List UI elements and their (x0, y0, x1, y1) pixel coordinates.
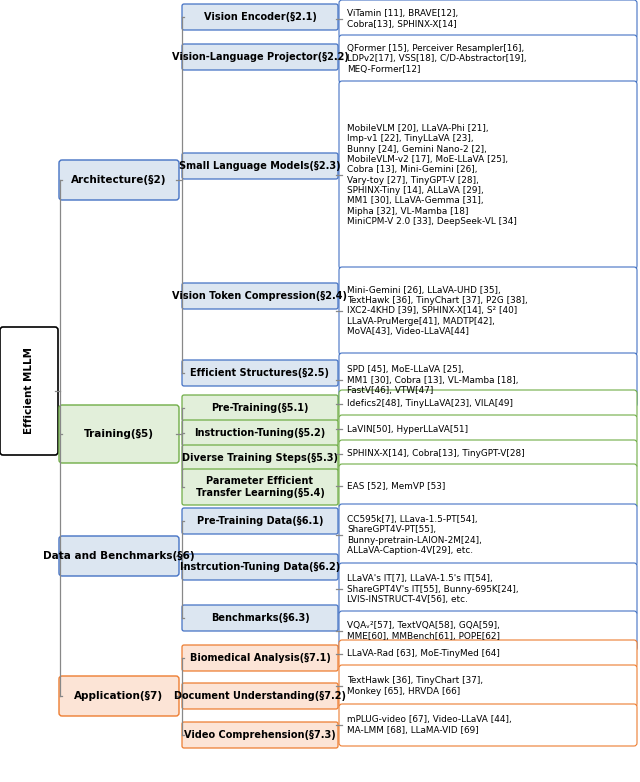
FancyBboxPatch shape (182, 4, 338, 30)
FancyBboxPatch shape (182, 283, 338, 309)
Text: Parameter Efficient
Transfer Learning(§5.4): Parameter Efficient Transfer Learning(§5… (196, 476, 324, 498)
FancyBboxPatch shape (339, 440, 637, 468)
Text: Application(§7): Application(§7) (74, 691, 164, 701)
Text: ViTamin [11], BRAVE[12],
Cobra[13], SPHINX-X[14]: ViTamin [11], BRAVE[12], Cobra[13], SPHI… (347, 9, 458, 29)
Text: Vision Token Compression(§2.4): Vision Token Compression(§2.4) (173, 291, 348, 301)
Text: Efficient Structures(§2.5): Efficient Structures(§2.5) (191, 368, 330, 378)
Text: Mini-Gemini [26], LLaVA-UHD [35],
TextHawk [36], TinyChart [37], P2G [38],
IXC2-: Mini-Gemini [26], LLaVA-UHD [35], TextHa… (347, 285, 528, 336)
Text: EAS [52], MemVP [53]: EAS [52], MemVP [53] (347, 482, 445, 490)
Text: Pre-Training Data(§6.1): Pre-Training Data(§6.1) (196, 516, 323, 526)
FancyBboxPatch shape (339, 640, 637, 668)
Text: MobileVLM [20], LLaVA-Phi [21],
Imp-v1 [22], TinyLLaVA [23],
Bunny [24], Gemini : MobileVLM [20], LLaVA-Phi [21], Imp-v1 [… (347, 124, 517, 226)
FancyBboxPatch shape (182, 445, 338, 471)
Text: LLaVA-Rad [63], MoE-TinyMed [64]: LLaVA-Rad [63], MoE-TinyMed [64] (347, 650, 500, 658)
FancyBboxPatch shape (339, 353, 637, 407)
FancyBboxPatch shape (59, 676, 179, 716)
FancyBboxPatch shape (182, 605, 338, 631)
FancyBboxPatch shape (182, 554, 338, 580)
Text: Instruction-Tuning(§5.2): Instruction-Tuning(§5.2) (195, 428, 326, 438)
Text: Diverse Training Steps(§5.3): Diverse Training Steps(§5.3) (182, 453, 338, 463)
FancyBboxPatch shape (339, 704, 637, 746)
FancyBboxPatch shape (339, 390, 637, 418)
Text: Pre-Training(§5.1): Pre-Training(§5.1) (211, 403, 308, 413)
FancyBboxPatch shape (339, 464, 637, 508)
FancyBboxPatch shape (339, 0, 637, 38)
Text: TextHawk [36], TinyChart [37],
Monkey [65], HRVDA [66]: TextHawk [36], TinyChart [37], Monkey [6… (347, 676, 483, 696)
Text: LLaVA's IT[7], LLaVA-1.5's IT[54],
ShareGPT4V's IT[55], Bunny-695K[24],
LVIS-INS: LLaVA's IT[7], LLaVA-1.5's IT[54], Share… (347, 574, 518, 604)
Text: Document Understanding(§7.2): Document Understanding(§7.2) (174, 691, 346, 701)
FancyBboxPatch shape (182, 44, 338, 70)
Text: Video Comprehension(§7.3): Video Comprehension(§7.3) (184, 730, 336, 740)
Text: Instrcution-Tuning Data(§6.2): Instrcution-Tuning Data(§6.2) (180, 562, 340, 572)
FancyBboxPatch shape (339, 267, 637, 355)
FancyBboxPatch shape (182, 469, 338, 505)
FancyBboxPatch shape (182, 395, 338, 421)
FancyBboxPatch shape (59, 536, 179, 576)
Text: mPLUG-video [67], Video-LLaVA [44],
MA-LMM [68], LLaMA-VID [69]: mPLUG-video [67], Video-LLaVA [44], MA-L… (347, 716, 512, 735)
Text: SPD [45], MoE-LLaVA [25],
MM1 [30], Cobra [13], VL-Mamba [18],
FastV[46], VTW[47: SPD [45], MoE-LLaVA [25], MM1 [30], Cobr… (347, 365, 518, 395)
Text: SPHINX-X[14], Cobra[13], TinyGPT-V[28]: SPHINX-X[14], Cobra[13], TinyGPT-V[28] (347, 450, 525, 458)
Text: Benchmarks(§6.3): Benchmarks(§6.3) (211, 613, 309, 623)
Text: Vision Encoder(§2.1): Vision Encoder(§2.1) (204, 12, 316, 22)
FancyBboxPatch shape (182, 153, 338, 179)
FancyBboxPatch shape (59, 160, 179, 200)
FancyBboxPatch shape (182, 645, 338, 671)
FancyBboxPatch shape (339, 415, 637, 443)
FancyBboxPatch shape (182, 360, 338, 386)
FancyBboxPatch shape (0, 327, 58, 455)
FancyBboxPatch shape (182, 420, 338, 446)
Text: Data and Benchmarks(§6): Data and Benchmarks(§6) (43, 551, 195, 561)
FancyBboxPatch shape (339, 611, 637, 651)
Text: CC595k[7], LLava-1.5-PT[54],
ShareGPT4V-PT[55],
Bunny-pretrain-LAION-2M[24],
ALL: CC595k[7], LLava-1.5-PT[54], ShareGPT4V-… (347, 515, 482, 555)
Text: Small Language Models(§2.3): Small Language Models(§2.3) (179, 161, 341, 171)
FancyBboxPatch shape (339, 504, 637, 566)
FancyBboxPatch shape (182, 683, 338, 709)
Text: Vision-Language Projector(§2.2): Vision-Language Projector(§2.2) (172, 52, 348, 62)
FancyBboxPatch shape (339, 563, 637, 615)
Text: Training(§5): Training(§5) (84, 429, 154, 439)
FancyBboxPatch shape (59, 405, 179, 463)
Text: Architecture(§2): Architecture(§2) (71, 175, 167, 185)
FancyBboxPatch shape (339, 665, 637, 707)
FancyBboxPatch shape (182, 508, 338, 534)
FancyBboxPatch shape (339, 35, 637, 83)
FancyBboxPatch shape (339, 81, 637, 269)
Text: Idefics2[48], TinyLLaVA[23], VILA[49]: Idefics2[48], TinyLLaVA[23], VILA[49] (347, 400, 513, 408)
Text: QFormer [15], Perceiver Resampler[16],
LDPv2[17], VSS[18], C/D-Abstractor[19],
M: QFormer [15], Perceiver Resampler[16], L… (347, 44, 527, 74)
Text: LaVIN[50], HyperLLaVA[51]: LaVIN[50], HyperLLaVA[51] (347, 425, 468, 433)
Text: Biomedical Analysis(§7.1): Biomedical Analysis(§7.1) (189, 653, 330, 663)
Text: Efficient MLLM: Efficient MLLM (24, 347, 34, 435)
Text: VQAᵥ²[57], TextVQA[58], GQA[59],
MME[60], MMBench[61], POPE[62]: VQAᵥ²[57], TextVQA[58], GQA[59], MME[60]… (347, 622, 500, 640)
FancyBboxPatch shape (182, 722, 338, 748)
